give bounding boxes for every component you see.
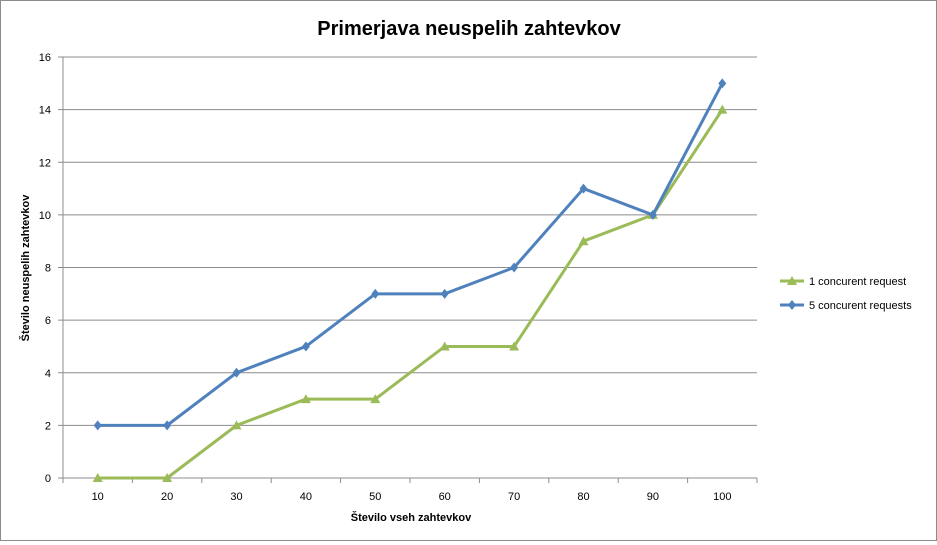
series-group [92,78,728,482]
data-point-s2-3 [301,341,310,352]
data-point-s1-3 [300,394,311,404]
data-point-s1-4 [370,394,381,404]
data-point-s1-1 [162,473,173,482]
data-point-s1-5 [439,341,450,351]
data-point-s2-7 [579,183,588,194]
x-tick-label-6: 70 [508,491,520,503]
data-point-s2-2 [232,367,241,378]
series-line-2 [97,82,724,427]
data-point-s2-8 [648,209,657,220]
y-tick-label-8: 16 [39,52,51,64]
y-tick-label-4: 8 [45,263,51,275]
data-point-s1-2 [231,420,242,430]
legend: 1 concurent request 5 concurent requests [780,276,912,312]
series-2 [93,78,727,431]
x-tick-labels: 10 20 30 40 50 60 70 80 90 100 [92,491,732,503]
data-point-s1-6 [509,341,520,351]
legend-label-1: 1 concurent request [809,276,906,288]
x-tick-label-2: 30 [230,491,242,503]
y-tick-labels: 0 2 4 6 8 10 12 14 16 [39,52,51,485]
data-point-s2-1 [163,420,172,431]
x-tick-label-9: 100 [713,491,731,503]
gridlines [63,56,757,426]
data-point-s2-9 [718,78,727,89]
y-tick-label-2: 4 [45,368,51,380]
x-axis-title: Število vseh zahtevkov [351,511,472,524]
legend-marker-1 [787,276,797,285]
axes [58,56,758,483]
y-tick-label-1: 2 [45,420,51,432]
x-tick-label-5: 60 [439,491,451,503]
data-point-s2-5 [440,288,449,299]
x-tick-label-8: 90 [647,491,659,503]
x-tick-label-3: 40 [300,491,312,503]
data-point-s2-0 [93,420,102,431]
y-tick-label-6: 12 [39,157,51,169]
series-line-1 [97,108,724,480]
y-tick-label-7: 14 [39,105,51,117]
legend-marker-2 [788,300,796,310]
legend-label-2: 5 concurent requests [809,300,912,312]
x-tick-label-4: 50 [369,491,381,503]
y-tick-label-0: 0 [45,473,51,485]
x-tick-label-7: 80 [577,491,589,503]
y-tick-label-3: 6 [45,315,51,327]
data-point-s2-4 [371,288,380,299]
x-tick-label-1: 20 [161,491,173,503]
chart-title: Primerjava neuspelih zahtevkov [317,18,621,40]
series-1 [92,104,728,482]
data-point-s1-9 [717,104,728,114]
data-point-s1-0 [92,473,103,482]
data-point-s1-7 [578,236,589,246]
x-tick-label-0: 10 [92,491,104,503]
y-tick-label-5: 10 [39,210,51,222]
y-axis-title: Število neuspelih zahtevkov [19,194,32,342]
